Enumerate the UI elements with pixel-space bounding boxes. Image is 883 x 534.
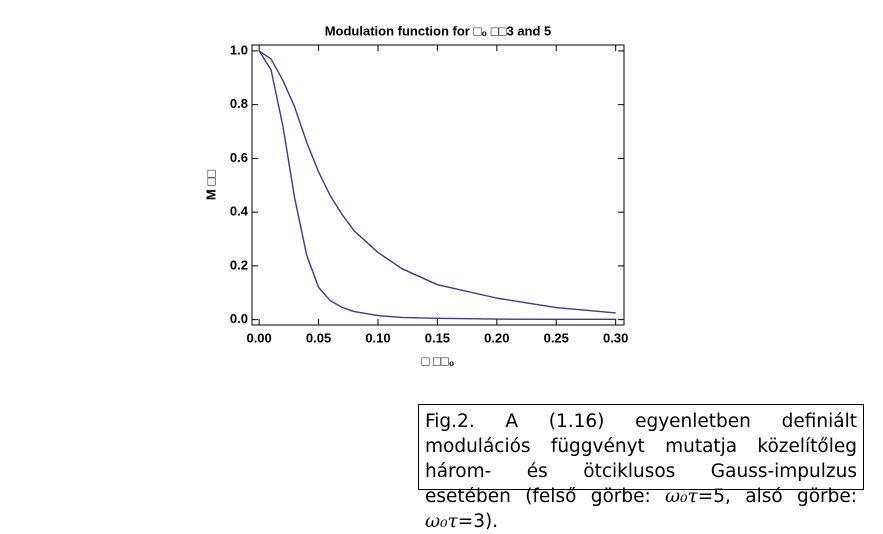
chart: Modulation function for □₀ □□3 and 5 □ □…	[203, 23, 628, 368]
y-tick-label: 0.6	[230, 150, 248, 165]
caption-text: Fig.2. A (1.16) egyenletben definiált mo…	[425, 411, 857, 507]
y-tick-label: 0.4	[230, 204, 249, 219]
y-tick-label: 0.0	[230, 311, 248, 326]
x-tick-label: 0.30	[603, 330, 628, 345]
symbol: ω₀τ	[425, 511, 458, 532]
caption-text: =3).	[457, 511, 499, 532]
x-tick-label: 0.05	[306, 330, 331, 345]
caption-text: =5, alsó görbe:	[697, 486, 857, 507]
y-tick-label: 1.0	[230, 42, 248, 57]
y-tick-label: 0.8	[230, 96, 248, 111]
x-tick-label: 0.00	[246, 330, 271, 345]
x-axis-label: □ □□₀	[421, 353, 454, 368]
y-axis-label: M □□	[203, 170, 218, 200]
x-tick-label: 0.25	[544, 330, 569, 345]
x-tick-label: 0.20	[484, 330, 509, 345]
line-series	[258, 50, 616, 314]
page: Modulation function for □₀ □□3 and 5 □ □…	[203, 23, 864, 532]
caption: Fig.2. A (1.16) egyenletben definiált mo…	[418, 404, 864, 532]
symbol: ω₀τ	[665, 486, 698, 507]
line-series	[258, 50, 616, 321]
chart-title: Modulation function for □₀ □□3 and 5	[325, 23, 552, 38]
x-tick-label: 0.15	[425, 330, 450, 345]
y-tick-label: 0.2	[230, 257, 248, 272]
x-tick-label: 0.10	[365, 330, 390, 345]
plot-frame	[251, 44, 625, 326]
